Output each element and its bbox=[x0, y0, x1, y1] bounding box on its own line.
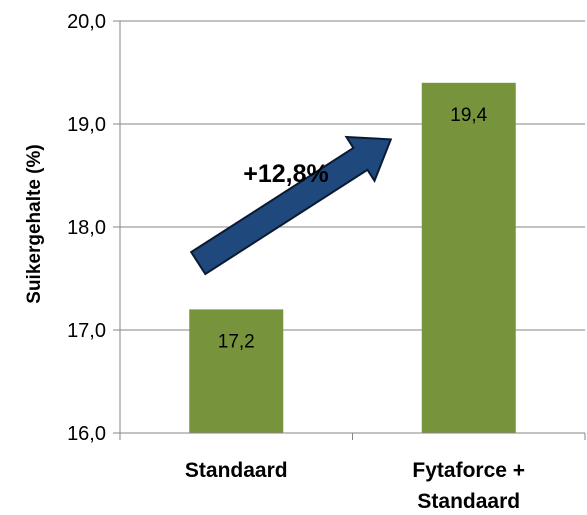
category-label-line: Standaard bbox=[417, 490, 520, 513]
category-label-2: Fytaforce + Standaard bbox=[412, 459, 525, 513]
data-labels: 17,2 19,4 bbox=[218, 105, 488, 353]
category-label-line: Fytaforce + bbox=[412, 459, 525, 482]
y-tick-label: 20,0 bbox=[67, 11, 106, 33]
category-label-line: Standaard bbox=[185, 459, 288, 482]
bar-2 bbox=[421, 82, 516, 434]
bars bbox=[189, 82, 516, 434]
data-label-2: 19,4 bbox=[450, 105, 487, 126]
y-axis-title: Suikergehalte (%) bbox=[24, 144, 45, 303]
y-tick-label: 18,0 bbox=[67, 217, 106, 239]
category-label-1: Standaard bbox=[185, 459, 288, 482]
data-label-1: 17,2 bbox=[218, 331, 255, 352]
annotation: +12,8% bbox=[189, 135, 393, 276]
y-tick-label: 16,0 bbox=[67, 423, 106, 445]
axes bbox=[113, 20, 586, 440]
y-tick-label: 19,0 bbox=[67, 114, 106, 136]
y-tick-labels: 16,0 17,0 18,0 19,0 20,0 bbox=[67, 11, 106, 445]
annotation-label: +12,8% bbox=[243, 160, 329, 188]
arrow-icon bbox=[189, 135, 393, 276]
bar-1 bbox=[189, 309, 284, 433]
y-tick-label: 17,0 bbox=[67, 320, 106, 342]
category-labels: Standaard Fytaforce + Standaard bbox=[185, 459, 525, 513]
